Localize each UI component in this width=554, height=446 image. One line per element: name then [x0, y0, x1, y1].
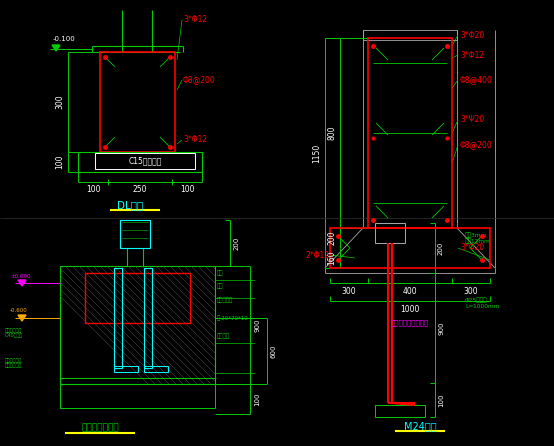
Text: 基础配筋具体
见结构施工图: 基础配筋具体 见结构施工图 — [5, 358, 22, 368]
Bar — [60, 378, 215, 408]
Text: 200: 200 — [327, 231, 336, 245]
Text: 1150: 1150 — [312, 143, 321, 163]
Text: 压实: 压实 — [217, 283, 223, 289]
Text: 100: 100 — [179, 185, 194, 194]
Bar — [78, 152, 202, 172]
Text: -0.600: -0.600 — [10, 309, 28, 314]
Text: 天地笔屏: 天地笔屏 — [217, 333, 230, 339]
Bar — [144, 268, 152, 368]
Text: ±0.000: ±0.000 — [10, 273, 30, 278]
Text: 3*Φ20: 3*Φ20 — [460, 244, 484, 252]
Bar — [375, 405, 425, 417]
Text: 300: 300 — [342, 286, 356, 296]
Polygon shape — [18, 280, 26, 286]
Text: 3*Φ12: 3*Φ12 — [183, 136, 207, 145]
Bar — [368, 38, 452, 228]
Text: 600: 600 — [270, 344, 276, 358]
Text: 核心区域配筋立面图: 核心区域配筋立面图 — [391, 320, 429, 326]
Text: 粗制混凝土: 粗制混凝土 — [217, 297, 233, 303]
Text: 800: 800 — [327, 126, 336, 140]
Bar — [100, 52, 175, 152]
Bar — [144, 366, 168, 372]
Text: Φ8@400: Φ8@400 — [460, 75, 493, 84]
Text: 100: 100 — [86, 185, 100, 194]
Bar — [120, 220, 150, 248]
Text: 200: 200 — [234, 236, 240, 250]
Text: 3*Φ20: 3*Φ20 — [460, 30, 484, 40]
Text: Φ8@200: Φ8@200 — [460, 140, 493, 149]
Text: 钢板: 钢板 — [217, 270, 223, 276]
Bar — [60, 266, 215, 384]
Text: Φ8@200: Φ8@200 — [183, 75, 216, 84]
Text: 3*Φ12: 3*Φ12 — [183, 16, 207, 25]
Text: 锚-20*70*10: 锚-20*70*10 — [217, 315, 249, 321]
Bar — [114, 268, 122, 368]
Text: 天却3mm
高度12mm: 天却3mm 高度12mm — [465, 232, 491, 244]
Text: 250: 250 — [133, 185, 147, 194]
Text: 900: 900 — [254, 318, 260, 332]
Text: Φ25精钉轴
L=1000mm: Φ25精钉轴 L=1000mm — [465, 297, 500, 309]
Text: DL地梁: DL地梁 — [117, 200, 143, 210]
Text: 锌栓预埋大样图: 锌栓预埋大样图 — [81, 424, 119, 433]
Text: 100: 100 — [254, 392, 260, 406]
Text: C15素砖垄层: C15素砖垄层 — [129, 157, 162, 165]
Text: 地基顶面采用
C40混凝土: 地基顶面采用 C40混凝土 — [5, 328, 23, 339]
Text: 2*Φ12: 2*Φ12 — [305, 251, 329, 260]
Text: 3*Ψ20: 3*Ψ20 — [460, 116, 484, 124]
Text: 300: 300 — [55, 95, 64, 109]
Text: 400: 400 — [403, 286, 417, 296]
Bar — [95, 153, 195, 169]
Text: 900: 900 — [438, 321, 444, 335]
Bar — [330, 228, 490, 268]
Text: 100: 100 — [55, 155, 64, 169]
Polygon shape — [52, 45, 60, 51]
Text: 100: 100 — [438, 393, 444, 407]
Text: 1000: 1000 — [401, 305, 420, 314]
Text: 200: 200 — [438, 241, 444, 255]
Bar — [375, 223, 405, 243]
Polygon shape — [18, 315, 26, 321]
Bar — [85, 273, 190, 323]
Text: M24锄栓: M24锄栓 — [404, 421, 437, 431]
Text: 300: 300 — [464, 286, 478, 296]
Bar — [363, 30, 457, 40]
Text: -0.100: -0.100 — [53, 36, 76, 42]
Text: 160: 160 — [327, 251, 336, 265]
Text: 3*Φ12: 3*Φ12 — [460, 50, 484, 59]
Bar — [114, 366, 138, 372]
